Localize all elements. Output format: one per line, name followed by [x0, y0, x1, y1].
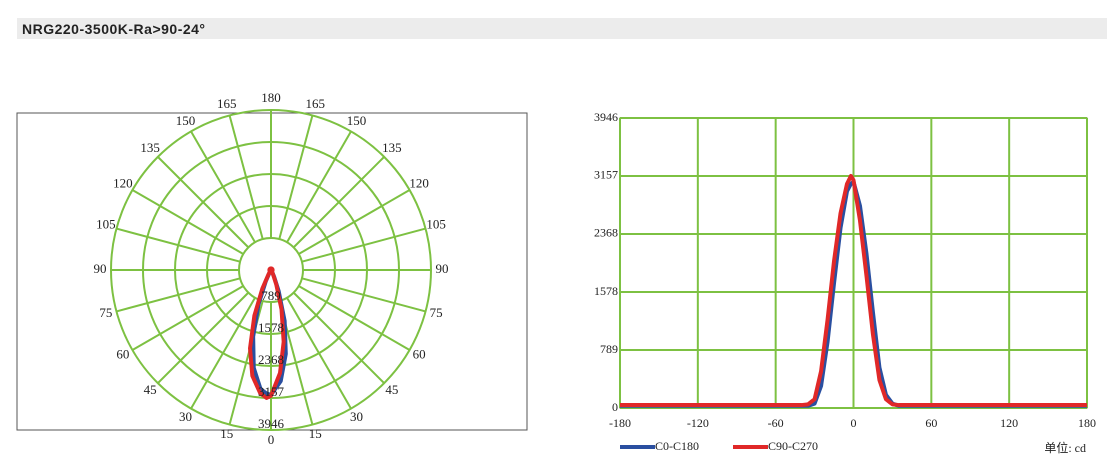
x-tick-label: -180: [609, 416, 631, 430]
angle-label: 120: [409, 175, 429, 190]
x-tick-label: 120: [1000, 416, 1018, 430]
polar-spoke: [298, 189, 411, 255]
polar-spoke: [301, 277, 426, 313]
y-tick-label: 789: [600, 342, 618, 356]
polar-spoke: [157, 291, 250, 384]
angle-label: 75: [430, 305, 443, 320]
angle-label: 105: [96, 217, 116, 232]
y-tick-label: 1578: [594, 284, 618, 298]
polar-spoke: [286, 297, 352, 410]
angle-label: 0: [268, 432, 275, 447]
y-tick-label: 3946: [594, 110, 618, 124]
series-line: [620, 173, 1087, 408]
angle-label: 30: [179, 409, 192, 424]
unit-label: 单位: cd: [1044, 440, 1086, 455]
legend-label: C90-C270: [768, 439, 818, 453]
x-tick-label: 60: [925, 416, 937, 430]
angle-label: 15: [220, 426, 233, 441]
polar-spoke: [190, 130, 256, 243]
angle-label: 90: [94, 261, 107, 276]
x-tick-label: -120: [687, 416, 709, 430]
angle-label: 15: [309, 426, 322, 441]
angle-label: 165: [217, 96, 237, 111]
angle-label: 90: [436, 261, 449, 276]
angle-label: 180: [261, 90, 281, 105]
polar-spoke: [131, 285, 244, 351]
angle-label: 60: [116, 346, 129, 361]
polar-spoke: [116, 277, 241, 313]
legend-label: C0-C180: [655, 439, 699, 453]
angle-label: 105: [426, 217, 446, 232]
polar-curve: [248, 266, 286, 400]
radial-tick-label: 2368: [258, 352, 284, 367]
title-bar: NRG220-3500K-Ra>90-24°: [17, 18, 1107, 39]
polar-spoke: [157, 156, 250, 249]
polar-spoke: [228, 115, 264, 240]
angle-label: 45: [144, 382, 157, 397]
polar-spoke: [116, 227, 241, 263]
radial-tick-label: 3157: [258, 384, 285, 399]
angle-label: 120: [113, 175, 133, 190]
polar-spoke: [190, 297, 256, 410]
angle-label: 150: [347, 113, 367, 128]
polar-spoke: [301, 227, 426, 263]
title: NRG220-3500K-Ra>90-24°: [22, 21, 206, 37]
angle-label: 150: [176, 113, 196, 128]
polar-spoke: [292, 291, 385, 384]
x-tick-label: 180: [1078, 416, 1096, 430]
radial-tick-label: 1578: [258, 320, 284, 335]
y-tick-label: 3157: [594, 168, 618, 182]
polar-spoke: [286, 130, 352, 243]
x-tick-label: -60: [768, 416, 784, 430]
polar-spoke: [298, 285, 411, 351]
y-tick-label: 2368: [594, 226, 618, 240]
polar-spoke: [292, 156, 385, 249]
angle-label: 60: [413, 346, 426, 361]
radial-tick-label: 3946: [258, 416, 285, 431]
radial-tick-label: 789: [261, 288, 281, 303]
angle-label: 165: [306, 96, 326, 111]
x-tick-label: 0: [851, 416, 857, 430]
angle-label: 30: [350, 409, 363, 424]
angle-label: 45: [385, 382, 398, 397]
polar-spoke: [131, 189, 244, 255]
polar-spoke: [278, 115, 314, 240]
angle-label: 135: [382, 140, 402, 155]
angle-label: 135: [140, 140, 160, 155]
y-tick-label: 0: [612, 400, 618, 414]
angle-label: 75: [99, 305, 112, 320]
